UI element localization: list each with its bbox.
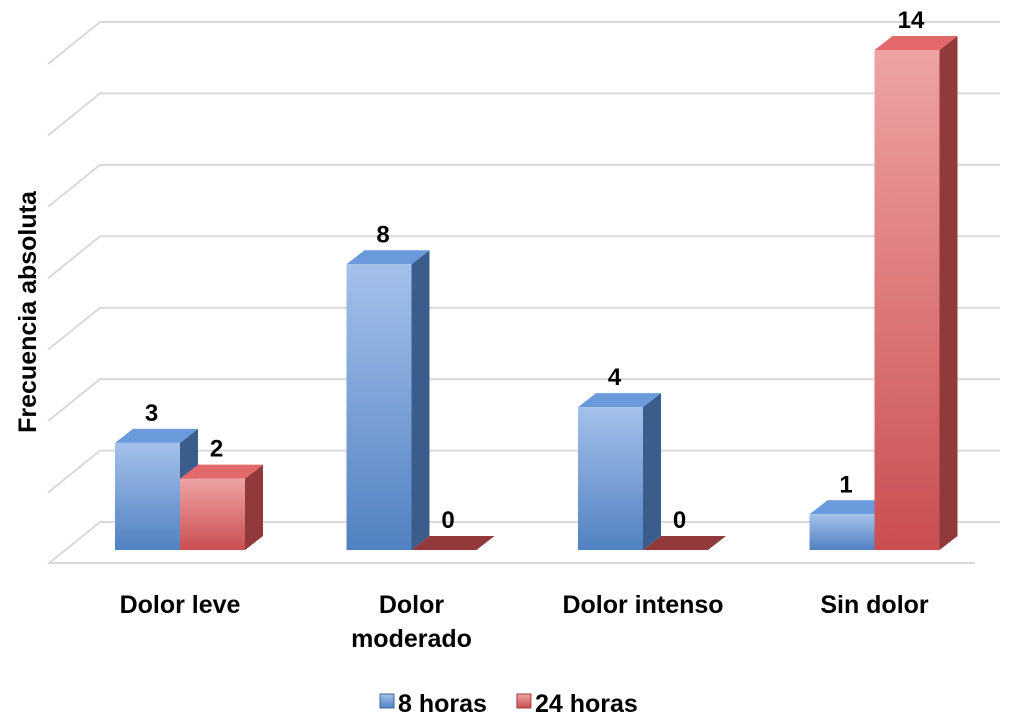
grid-line xyxy=(47,521,1000,565)
x-tick-label: Dolor moderado xyxy=(351,591,472,653)
bar-top xyxy=(578,393,661,408)
data-label: 8 xyxy=(376,221,389,248)
bar-side xyxy=(643,393,661,550)
grid-line xyxy=(47,235,1000,280)
grid-line xyxy=(47,306,1000,351)
data-label: 3 xyxy=(145,400,158,427)
y-axis-label: Frecuencia absoluta xyxy=(14,190,42,433)
bar-top xyxy=(180,464,263,479)
bar-front xyxy=(346,264,412,550)
bar-front xyxy=(180,478,245,550)
bar xyxy=(643,536,726,550)
bar-front xyxy=(874,50,940,550)
data-label: 4 xyxy=(608,364,622,391)
bar-front xyxy=(578,407,643,550)
bar-top xyxy=(346,250,430,265)
bar xyxy=(411,536,495,550)
grid-line xyxy=(47,21,1000,65)
bar-top xyxy=(411,536,495,550)
x-tick-label: Dolor intenso xyxy=(562,591,724,619)
bar xyxy=(180,464,263,550)
grid-line xyxy=(47,378,1000,422)
data-label: 0 xyxy=(673,507,686,534)
bar xyxy=(874,36,958,550)
bar-front xyxy=(115,442,180,550)
bar-front xyxy=(809,514,875,550)
bar-side xyxy=(939,36,958,550)
bar-top xyxy=(874,36,958,50)
grid-line xyxy=(47,92,1000,137)
legend-label: 8 horas xyxy=(398,690,487,718)
data-label: 0 xyxy=(441,507,454,534)
x-tick-label: Dolor leve xyxy=(119,591,241,619)
grid-line xyxy=(47,163,1000,208)
grid-line xyxy=(47,449,1000,494)
bar xyxy=(346,250,430,551)
legend-marker xyxy=(379,693,395,709)
bar xyxy=(578,393,661,550)
bar-top xyxy=(643,536,726,550)
legend-label: 24 horas xyxy=(535,690,638,718)
legend-marker xyxy=(516,693,532,709)
data-label: 2 xyxy=(210,436,223,463)
bar-side xyxy=(245,464,263,550)
bar-side xyxy=(411,250,430,551)
x-tick-label: Sin dolor xyxy=(820,591,929,619)
bar-top xyxy=(809,500,893,515)
data-label: 14 xyxy=(898,7,925,34)
data-label: 1 xyxy=(839,471,852,498)
bar-top xyxy=(115,428,198,443)
